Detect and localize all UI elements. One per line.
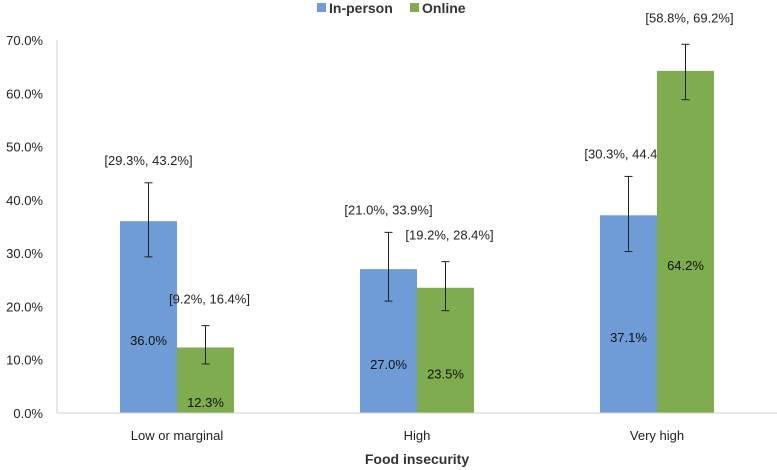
y-axis: 0.0% 10.0% 20.0% 30.0% 40.0% 50.0% 60.0% 70.0% xyxy=(6,33,58,421)
x-tick-label: High xyxy=(404,428,431,443)
legend: In-person Online xyxy=(317,0,466,16)
y-tick-label: 50.0% xyxy=(6,140,43,155)
x-axis: Low or marginal High Very high xyxy=(57,412,777,443)
ci-label: [21.0%, 33.9%] xyxy=(344,202,432,217)
data-label: 36.0% xyxy=(130,333,167,348)
legend-swatch xyxy=(317,3,326,12)
y-tick-label: 60.0% xyxy=(6,86,43,101)
bars: 36.0% [29.3%, 43.2%] 12.3% [9.2%, 16.4%] 27.… xyxy=(104,10,734,414)
x-axis-title: Food insecurity xyxy=(365,451,469,467)
data-label: 37.1% xyxy=(610,330,647,345)
ci-label: [9.2%, 16.4%] xyxy=(169,292,250,307)
y-tick-label: 30.0% xyxy=(6,246,43,261)
legend-swatch xyxy=(410,3,419,12)
legend-label: In-person xyxy=(329,0,393,16)
bar-online xyxy=(657,70,714,414)
data-label: 12.3% xyxy=(187,395,224,410)
y-tick-label: 70.0% xyxy=(6,33,43,48)
y-tick-label: 40.0% xyxy=(6,193,43,208)
ci-label: [58.8%, 69.2%] xyxy=(645,10,733,25)
x-tick-label: Very high xyxy=(630,428,684,443)
ci-label: [19.2%, 28.4%] xyxy=(405,228,493,243)
y-tick-label: 10.0% xyxy=(6,353,43,368)
y-tick-label: 0.0% xyxy=(13,406,43,421)
data-label: 23.5% xyxy=(427,366,464,381)
legend-label: Online xyxy=(422,0,466,16)
ci-label: [29.3%, 43.2%] xyxy=(104,153,192,168)
data-label: 64.2% xyxy=(667,258,704,273)
data-label: 27.0% xyxy=(370,357,407,372)
ci-label: [30.3%, 44.4%] xyxy=(584,146,672,161)
y-tick-label: 20.0% xyxy=(6,299,43,314)
x-tick-label: Low or marginal xyxy=(131,428,224,443)
